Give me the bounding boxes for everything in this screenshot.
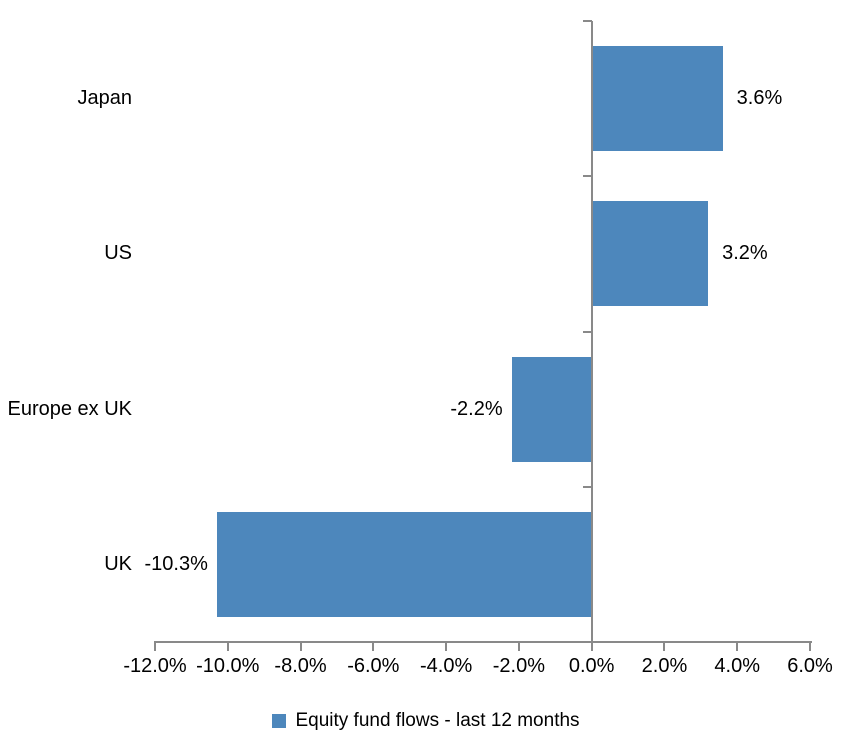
x-tick-label: -12.0%: [123, 655, 187, 677]
x-axis-tick: [299, 641, 302, 651]
x-axis-tick: [736, 641, 739, 651]
x-tick-label: -6.0%: [347, 655, 400, 677]
legend: Equity fund flows - last 12 months: [0, 708, 852, 734]
x-tick-label: 4.0%: [714, 655, 761, 677]
bar-japan: [591, 46, 723, 152]
value-label-europe-ex-uk: -2.2%: [450, 397, 503, 420]
x-tick-label: -10.0%: [196, 655, 260, 677]
category-label-japan: Japan: [77, 87, 133, 110]
x-tick-label: -4.0%: [419, 655, 473, 677]
legend-series-label: Equity fund flows - last 12 months: [295, 710, 580, 731]
zero-baseline: [591, 21, 593, 651]
bar-us: [591, 201, 709, 307]
y-axis-tick: [582, 175, 592, 178]
x-tick-label: 0.0%: [568, 655, 615, 677]
category-label-uk: UK: [104, 552, 132, 575]
x-axis-tick: [517, 641, 520, 651]
x-axis-tick: [663, 641, 666, 651]
x-axis-tick: [809, 641, 811, 651]
legend-series-marker: [272, 714, 287, 728]
x-axis-tick: [590, 641, 593, 651]
category-label-us: US: [104, 242, 132, 265]
plot-area: 3.6% 3.2% -2.2% -10.3%: [145, 21, 810, 642]
bar-uk: [216, 511, 592, 617]
x-axis-tick: [445, 641, 448, 651]
value-label-uk: -10.3%: [144, 552, 208, 575]
category-label-europe-ex-uk: Europe ex UK: [7, 397, 132, 420]
y-axis-tick: [582, 641, 592, 643]
bar-europe-ex-uk: [511, 356, 592, 462]
x-tick-label: 2.0%: [641, 655, 688, 677]
y-axis-tick: [582, 330, 592, 333]
x-axis-tick: [226, 641, 229, 651]
x-tick-label: -2.0%: [492, 655, 545, 677]
x-axis-line: [154, 641, 812, 643]
x-tick-label: 6.0%: [787, 655, 833, 677]
y-axis-tick: [582, 485, 592, 488]
x-tick-label: -8.0%: [274, 655, 327, 677]
y-axis-tick: [582, 20, 592, 22]
value-label-us: 3.2%: [722, 242, 768, 265]
value-label-japan: 3.6%: [736, 87, 783, 110]
x-axis-tick: [154, 641, 156, 651]
x-axis-tick: [372, 641, 375, 651]
